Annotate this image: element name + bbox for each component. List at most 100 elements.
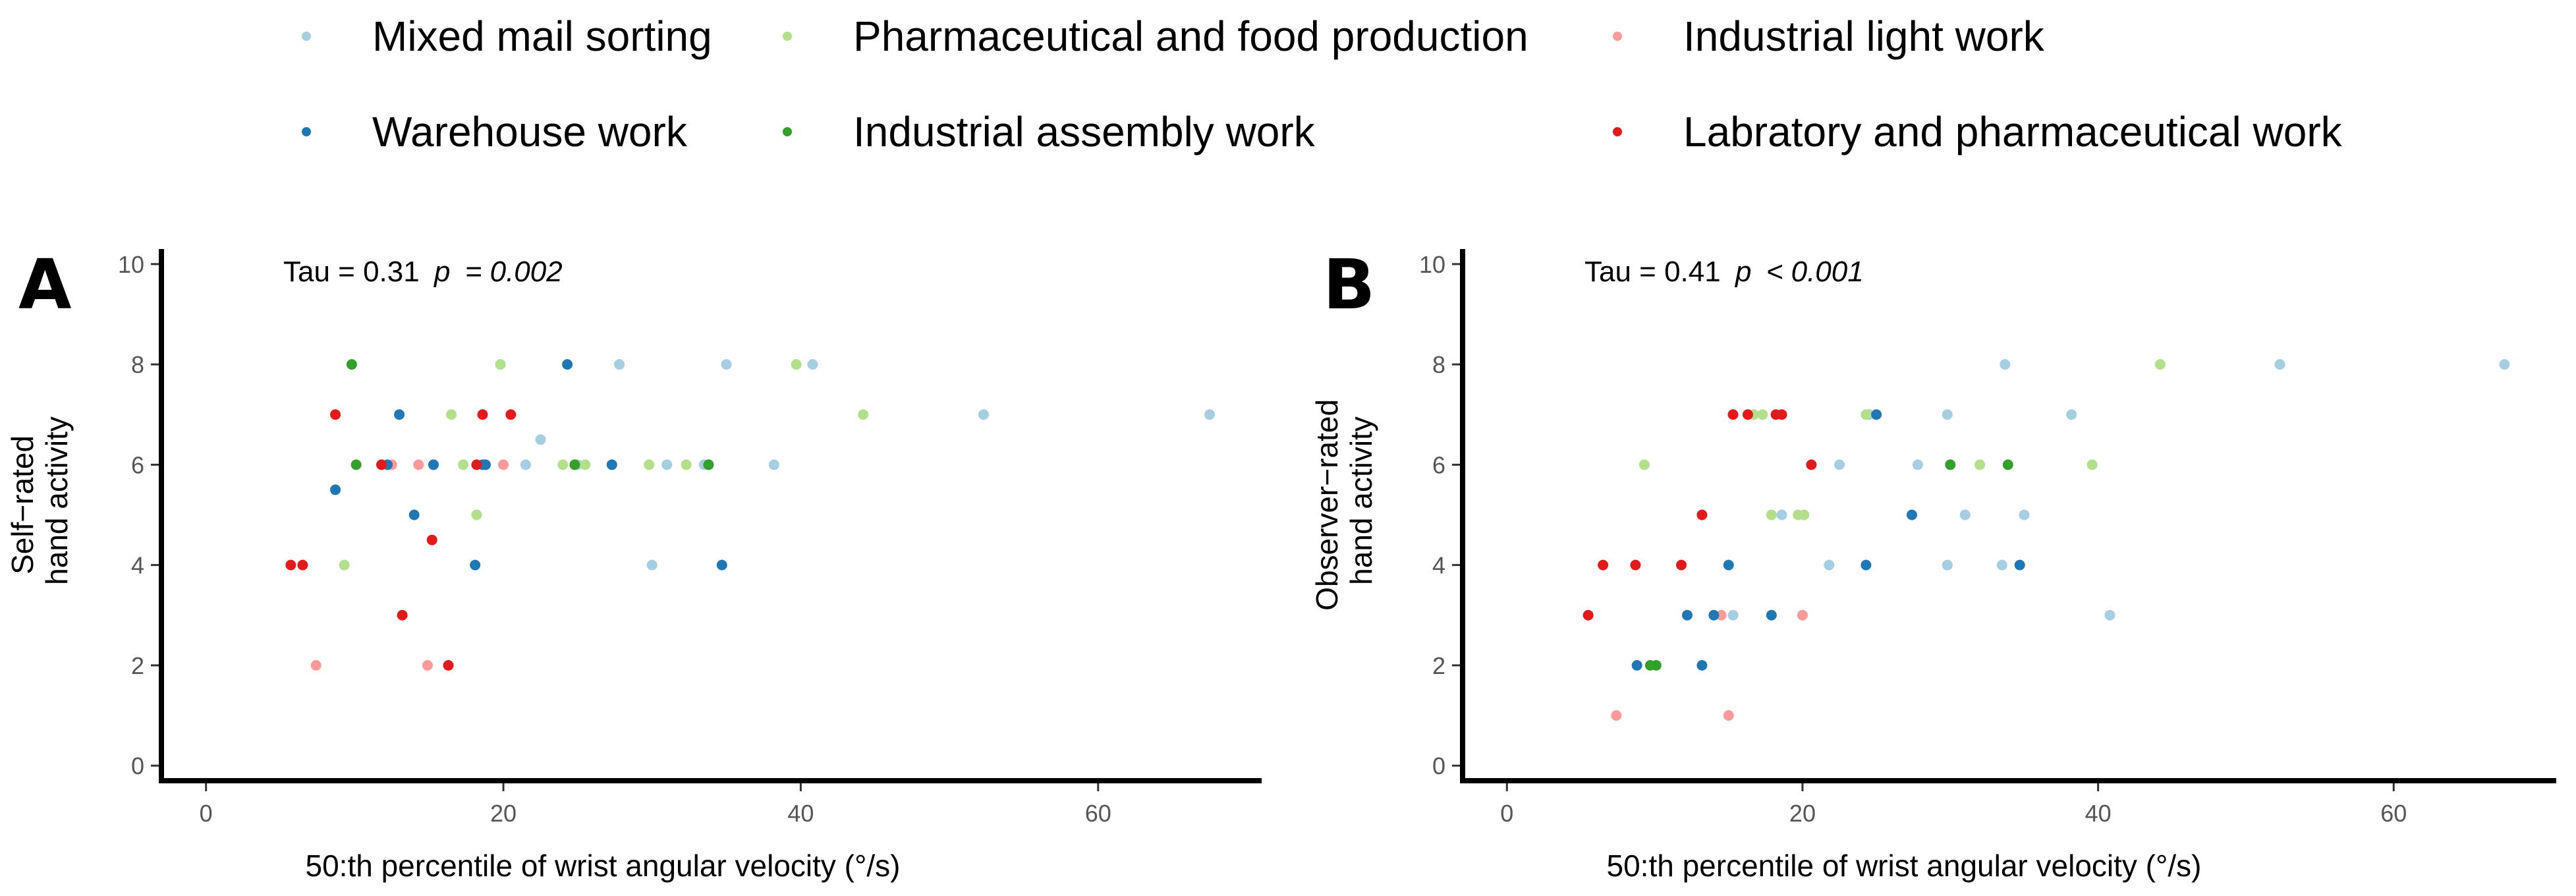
legend-label: Mixed mail sorting	[372, 13, 712, 60]
point-warehouse	[1766, 609, 1777, 621]
y-tick-label: 6	[1432, 451, 1445, 478]
y-tick-label: 8	[131, 351, 144, 378]
legend-item-assembly: Industrial assembly work	[783, 108, 1316, 155]
y-tick-label: 10	[1419, 251, 1445, 278]
axes	[1460, 249, 2556, 783]
stat-annotation: Tau = 0.31 p = 0.002	[283, 256, 563, 288]
y-axis-title: Self−rated hand activity	[5, 416, 74, 585]
point-assembly	[1945, 459, 1956, 470]
point-pharmfood	[495, 359, 506, 370]
axes	[159, 249, 1262, 783]
point-mixed	[1727, 609, 1739, 621]
point-mixed	[978, 409, 989, 420]
point-assembly	[569, 459, 580, 470]
point-mixed	[2274, 359, 2285, 370]
legend-marker	[783, 32, 792, 41]
point-pharmfood	[446, 409, 457, 420]
x-axis-title: 50:th percentile of wrist angular veloci…	[1607, 849, 2202, 883]
x-tick-label: 20	[1789, 800, 1816, 827]
point-pharmfood	[681, 459, 692, 470]
x-tick-label: 0	[200, 800, 213, 827]
y-tick-label: 4	[1432, 552, 1445, 579]
x-axis-title: 50:th percentile of wrist angular veloci…	[306, 849, 901, 883]
point-mixed	[520, 459, 531, 470]
point-lab	[505, 409, 517, 420]
legend-item-indlight: Industrial light work	[1613, 13, 2045, 60]
point-mixed	[1959, 509, 1971, 520]
point-lab	[285, 559, 296, 571]
point-indlight	[1716, 609, 1727, 621]
point-lab	[1582, 609, 1594, 621]
point-warehouse	[562, 359, 573, 370]
point-pharmfood	[2086, 459, 2098, 470]
point-warehouse	[1871, 409, 1882, 420]
y-tick-label: 8	[1432, 351, 1445, 378]
point-warehouse	[1631, 659, 1642, 671]
point-warehouse	[1906, 509, 1917, 520]
point-warehouse	[408, 509, 420, 520]
legend: Mixed mail sorting Pharmaceutical and foo…	[302, 13, 2343, 155]
point-pharmfood	[1766, 509, 1777, 520]
legend-marker	[783, 127, 792, 136]
point-mixed	[2066, 409, 2077, 420]
legend-marker	[302, 32, 311, 41]
point-assembly	[703, 459, 714, 470]
point-warehouse	[716, 559, 727, 571]
legend-marker	[1613, 127, 1622, 136]
point-assembly	[346, 359, 357, 370]
point-indlight	[310, 659, 322, 671]
point-lab	[1727, 409, 1739, 420]
legend-item-mixed: Mixed mail sorting	[302, 13, 712, 60]
point-pharmfood	[858, 409, 869, 420]
panel-a: A Tau = 0.31 p = 0.002 Self−rated hand a…	[5, 244, 1262, 883]
point-warehouse	[1723, 559, 1734, 571]
point-mixed	[2000, 359, 2011, 370]
y-tick-label: 0	[1432, 752, 1445, 779]
y-tick-label: 6	[131, 451, 144, 478]
point-lab	[297, 559, 308, 571]
point-lab	[1776, 409, 1787, 420]
point-mixed	[1776, 509, 1787, 520]
point-lab	[477, 409, 488, 420]
legend-label: Warehouse work	[372, 108, 688, 155]
point-lab	[1742, 409, 1753, 420]
point-warehouse	[606, 459, 617, 470]
point-mixed	[1912, 459, 1923, 470]
point-mixed	[2104, 609, 2115, 621]
point-mixed	[1942, 409, 1953, 420]
point-lab	[1630, 559, 1641, 571]
y-tick-label: 0	[131, 752, 144, 779]
y-tick-label: 2	[1432, 652, 1445, 679]
point-indlight	[1611, 710, 1622, 721]
stat-annotation: Tau = 0.41 p < 0.001	[1584, 256, 1864, 288]
point-lab	[1598, 559, 1609, 571]
point-pharmfood	[1638, 459, 1650, 470]
point-indlight	[413, 459, 424, 470]
point-lab	[426, 534, 437, 546]
point-pharmfood	[2154, 359, 2166, 370]
point-mixed	[614, 359, 625, 370]
legend-item-lab: Labratory and pharmaceutical work	[1613, 108, 2343, 155]
legend-marker	[1613, 32, 1622, 41]
point-pharmfood	[1974, 459, 1986, 470]
x-tick-label: 20	[490, 800, 517, 827]
point-warehouse	[1861, 559, 1872, 571]
point-pharmfood	[644, 459, 655, 470]
y-tick-label: 4	[131, 552, 144, 579]
point-lab	[1696, 509, 1708, 520]
point-pharmfood	[791, 359, 802, 370]
points-layer	[1582, 359, 2510, 721]
point-mixed	[1942, 559, 1953, 571]
panel-label: A	[18, 244, 72, 325]
point-pharmfood	[1861, 409, 1872, 420]
point-pharmfood	[1757, 409, 1768, 420]
y-tick-label: 2	[131, 652, 144, 679]
point-mixed	[1824, 559, 1835, 571]
point-mixed	[1996, 559, 2007, 571]
point-indlight	[1723, 710, 1734, 721]
point-warehouse	[1696, 659, 1708, 671]
point-lab	[1806, 459, 1817, 470]
point-assembly	[350, 459, 362, 470]
point-mixed	[2019, 509, 2030, 520]
